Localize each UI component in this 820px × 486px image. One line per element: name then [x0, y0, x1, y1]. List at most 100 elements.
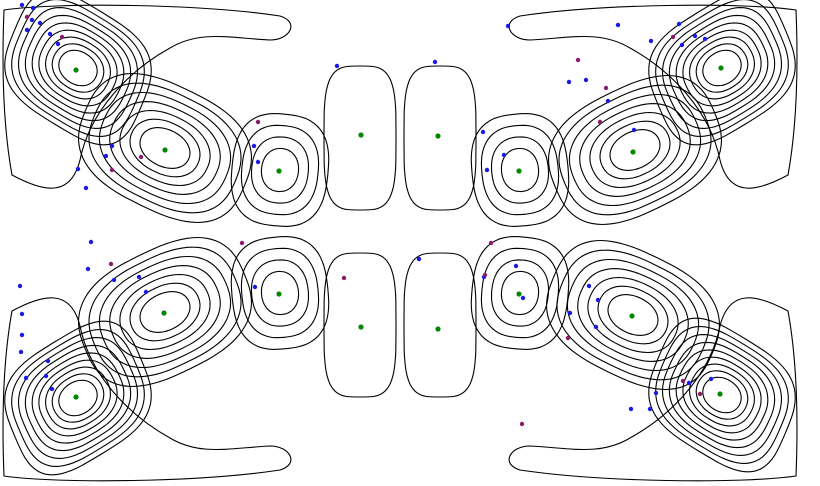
blue-point-29	[566, 79, 572, 85]
purple-point-18	[697, 391, 703, 397]
purple-point-4	[138, 154, 144, 160]
blue-point-7	[55, 41, 61, 47]
blue-point-23	[648, 38, 654, 44]
cell-center-marker-1	[73, 67, 79, 73]
cell-top-second-left-contour-3	[119, 109, 211, 187]
cell-top-right-contour-8	[655, 0, 789, 137]
purple-point-10	[482, 272, 488, 278]
cell-bottom-left-contour-1	[58, 379, 98, 417]
purple-point-7	[108, 261, 114, 267]
cell-top-third-left-contour-4	[230, 113, 330, 227]
blue-point-13	[255, 159, 261, 165]
cell-top-second-left-contour-7	[77, 72, 253, 224]
blue-point-4	[37, 20, 43, 26]
cell-top-second-right-contour-2	[599, 120, 671, 180]
cell-center-marker-3	[276, 168, 282, 174]
cell-top-right-contour-5	[675, 22, 769, 114]
cell-top-right-contour-3	[689, 36, 755, 100]
cell-bottom-center-left-contour-1	[323, 252, 397, 398]
blue-point-25	[679, 42, 685, 48]
blue-point-6	[47, 31, 53, 37]
cell-top-third-right-contour-1	[500, 147, 540, 193]
cell-bottom-third-left-contour-3	[240, 247, 320, 339]
purple-point-16	[519, 421, 525, 427]
blue-point-26	[631, 127, 637, 133]
cell-top-left-contour-1	[58, 49, 98, 87]
cell-top-right-contour-9	[648, 0, 796, 146]
blue-point-40	[17, 283, 23, 289]
blue-point-14	[334, 63, 340, 69]
blue-point-32	[111, 277, 117, 283]
cell-top-second-right-contour-4	[579, 103, 691, 197]
cell-center-marker-14	[516, 291, 522, 297]
cell-bottom-third-right-contour-2	[490, 259, 550, 327]
blue-point-30	[88, 239, 94, 245]
cell-bottom-second-right-contour-1	[607, 294, 659, 336]
blue-point-36	[416, 256, 422, 262]
blue-point-47	[49, 386, 55, 392]
blue-point-17	[501, 152, 507, 158]
blue-point-38	[513, 263, 519, 269]
cell-top-second-right-contour-3	[589, 111, 681, 189]
cell-top-left-contour-2	[51, 43, 105, 93]
purple-point-6	[239, 240, 245, 246]
outer-tail-top-right	[508, 4, 798, 189]
cell-bottom-right-contour-6	[668, 341, 776, 449]
blue-point-10	[103, 153, 109, 159]
cell-bottom-right-contour-9	[648, 317, 796, 473]
blue-point-41	[19, 311, 25, 317]
cell-top-second-right-contour-6	[558, 84, 712, 216]
outer-tail-bottom-right	[508, 297, 798, 482]
cell-top-center-right-contour-1	[403, 65, 477, 211]
cell-bottom-second-right-contour-3	[587, 276, 679, 354]
blue-point-44	[23, 375, 29, 381]
blue-point-2	[30, 5, 36, 11]
cell-bottom-center-right-contour-1	[403, 252, 477, 398]
cell-bottom-second-right-contour-7	[545, 239, 721, 391]
cell-bottom-second-left-contour-6	[88, 246, 242, 378]
cell-bottom-left-contour-5	[31, 352, 125, 444]
cell-bottom-left-contour-7	[17, 337, 139, 459]
cell-top-second-right-contour-5	[568, 93, 702, 207]
blue-point-51	[567, 310, 573, 316]
cell-center-marker-4	[358, 132, 364, 138]
blue-point-16	[480, 129, 486, 135]
cell-bottom-second-left-contour-7	[77, 236, 253, 388]
cell-top-third-left-contour-1	[260, 147, 300, 193]
cell-center-marker-16	[717, 391, 723, 397]
outer-tail-bottom-left	[2, 297, 292, 482]
cell-top-third-right-contour-4	[470, 113, 570, 227]
blue-point-20	[615, 22, 621, 28]
cell-top-left-contour-9	[4, 0, 152, 146]
blue-point-34	[143, 289, 149, 295]
cell-top-left-contour-3	[45, 36, 111, 100]
blue-point-35	[252, 284, 258, 290]
cell-center-marker-9	[73, 394, 79, 400]
blue-point-52	[628, 406, 634, 412]
cell-bottom-right-contour-7	[661, 334, 783, 456]
blue-point-3	[29, 17, 35, 23]
cell-bottom-left-contour-2	[51, 373, 105, 423]
blue-point-5	[24, 27, 30, 33]
cell-center-marker-12	[358, 324, 364, 330]
purple-point-2	[59, 34, 65, 40]
outer-tail-top-left	[2, 4, 292, 189]
purple-point-3	[109, 167, 115, 173]
cell-top-left-contour-5	[31, 22, 125, 114]
blue-point-31	[85, 266, 91, 272]
cell-center-marker-8	[718, 65, 724, 71]
cell-bottom-right-contour-5	[675, 349, 769, 441]
cell-center-marker-7	[630, 149, 636, 155]
cell-center-marker-2	[162, 147, 168, 153]
cell-bottom-left-contour-8	[11, 329, 145, 467]
cell-center-marker-5	[435, 133, 441, 139]
purple-point-14	[670, 34, 676, 40]
cell-bottom-left-contour-6	[24, 344, 132, 452]
cell-top-right-contour-1	[702, 49, 742, 87]
cell-top-center-left-contour-1	[323, 65, 397, 211]
cell-center-marker-13	[435, 326, 441, 332]
cell-bottom-second-right-contour-5	[566, 258, 700, 372]
blue-point-12	[251, 143, 257, 149]
cell-top-third-right-contour-3	[480, 124, 560, 216]
